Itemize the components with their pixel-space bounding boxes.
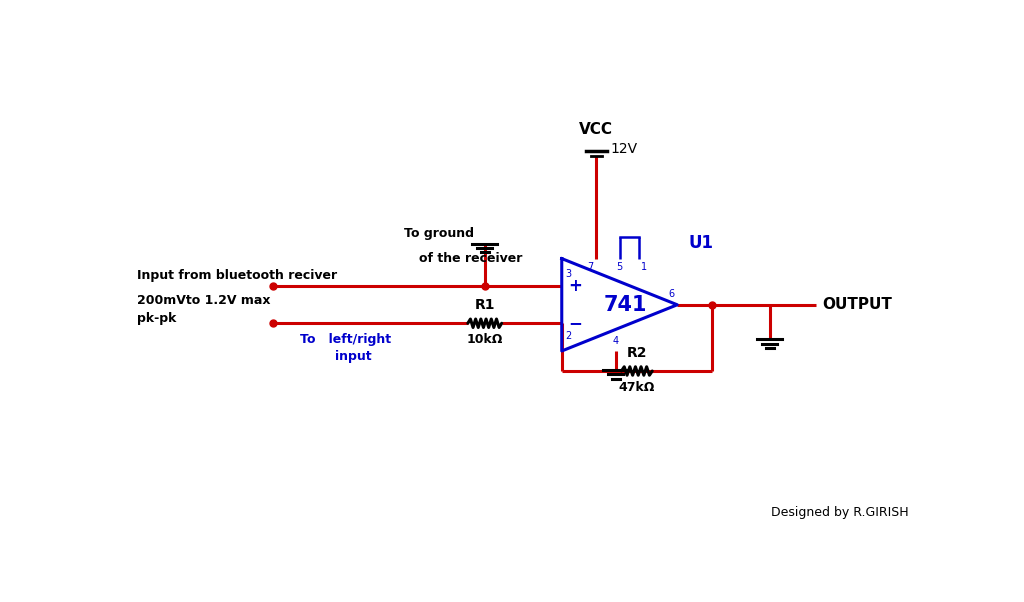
Text: To ground: To ground	[403, 227, 474, 240]
Text: Input from bluetooth reciver: Input from bluetooth reciver	[137, 270, 337, 282]
Text: of the receiver: of the receiver	[419, 252, 522, 265]
Text: 1: 1	[641, 262, 647, 272]
Text: +: +	[568, 278, 583, 296]
Text: 4: 4	[612, 337, 618, 346]
Text: 741: 741	[604, 295, 647, 315]
Text: R2: R2	[627, 346, 647, 360]
Text: 6: 6	[668, 288, 674, 299]
Text: 200mVto 1.2V max: 200mVto 1.2V max	[137, 294, 270, 307]
Text: OUTPUT: OUTPUT	[822, 297, 892, 312]
Text: 5: 5	[616, 262, 623, 272]
Text: input: input	[300, 350, 372, 363]
Text: R1: R1	[474, 299, 495, 312]
Text: −: −	[568, 314, 583, 332]
Text: 2: 2	[565, 331, 571, 341]
Text: 47kΩ: 47kΩ	[618, 381, 655, 394]
Text: 10kΩ: 10kΩ	[467, 334, 503, 346]
Text: 3: 3	[565, 268, 571, 279]
Text: 7: 7	[587, 262, 593, 272]
Text: Designed by R.GIRISH: Designed by R.GIRISH	[771, 506, 908, 519]
Text: To   left/right: To left/right	[300, 332, 391, 346]
Text: pk-pk: pk-pk	[137, 312, 176, 324]
Text: 12V: 12V	[610, 142, 637, 157]
Text: U1: U1	[689, 234, 714, 252]
Text: VCC: VCC	[580, 122, 613, 137]
